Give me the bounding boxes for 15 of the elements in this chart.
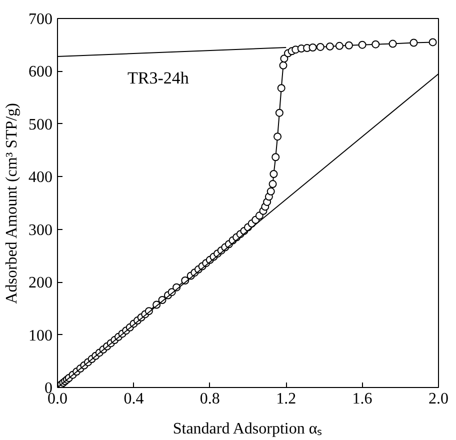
y-tick-label: 700 [28, 11, 52, 28]
x-tick-label: 1.6 [352, 390, 372, 408]
x-axis-title: Standard Adsorption αₛ [172, 420, 322, 438]
y-axis-title: Adsorbed Amount (cm³ STP/g) [4, 103, 20, 304]
y-tick-label: 100 [28, 327, 52, 344]
y-tick-label: 300 [28, 222, 52, 239]
y-tick-label: 400 [28, 169, 52, 186]
x-tick-label: 1.2 [276, 390, 296, 408]
x-tick-label: 2.0 [428, 390, 448, 408]
y-tick-label: 600 [28, 64, 52, 81]
x-tick-label: 0.4 [124, 390, 144, 408]
x-tick-label: 0.8 [200, 390, 220, 408]
annotation: TR3-24h [128, 68, 190, 88]
y-tick-label: 200 [28, 274, 52, 292]
y-tick-label: 500 [28, 116, 52, 134]
